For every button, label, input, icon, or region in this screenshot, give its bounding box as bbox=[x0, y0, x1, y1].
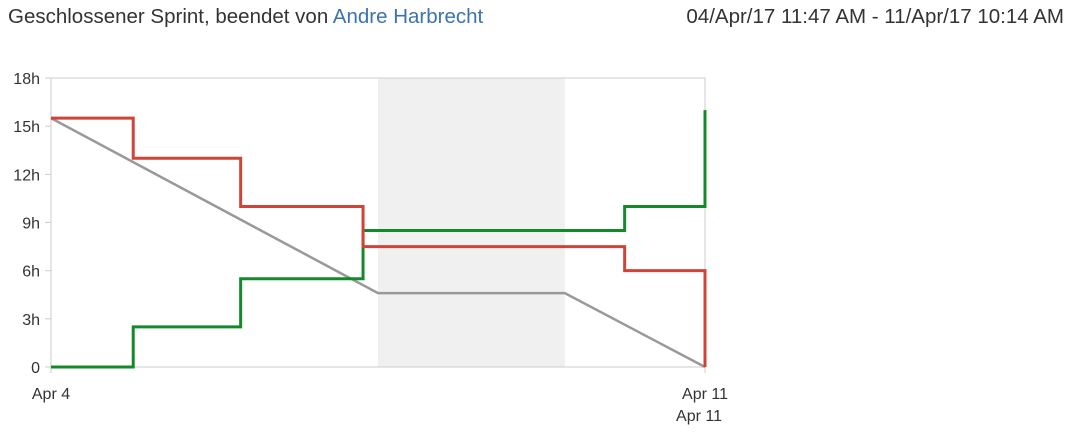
completed-series-line bbox=[51, 110, 707, 369]
x-tick-label: Apr 4 bbox=[32, 386, 70, 403]
y-tick-label: 15h bbox=[13, 119, 40, 136]
x-tick-label: Apr 11 bbox=[682, 386, 728, 403]
y-tick-label: 3h bbox=[22, 312, 40, 329]
y-tick-label: 12h bbox=[13, 167, 40, 184]
remaining-series-line bbox=[51, 116, 707, 367]
guideline-series-line bbox=[50, 117, 706, 369]
sprint-user-link[interactable]: Andre Harbrecht bbox=[332, 5, 484, 28]
sprint-header: Geschlossener Sprint, beendet von Andre … bbox=[8, 2, 1068, 32]
y-tick-label: 18h bbox=[13, 71, 40, 88]
y-tick-label: 6h bbox=[22, 264, 40, 281]
sprint-status-text: Geschlossener Sprint, beendet von bbox=[8, 5, 333, 28]
sprint-date-range: 04/Apr/17 11:47 AM - 11/Apr/17 10:14 AM bbox=[686, 5, 1064, 28]
y-tick-label: 9h bbox=[22, 216, 40, 233]
x-end-label: Apr 11 bbox=[676, 408, 722, 425]
non-working-band bbox=[378, 78, 565, 367]
y-tick-label: 0 bbox=[31, 360, 40, 377]
